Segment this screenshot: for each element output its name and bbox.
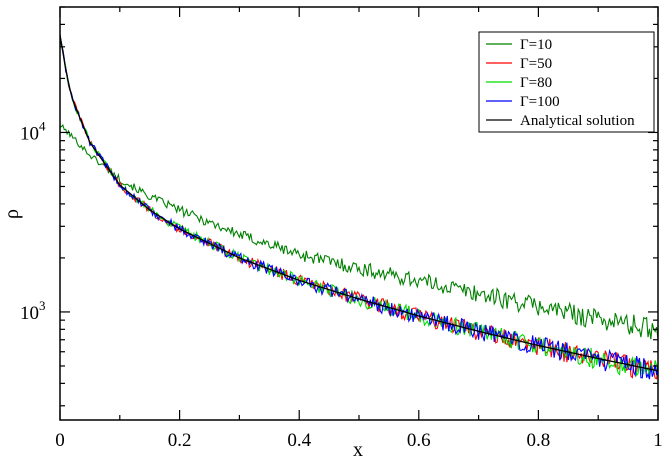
legend: Γ=10 Γ=50 Γ=80 Γ=100 Analytical solution xyxy=(478,31,655,133)
x-tick-label: 0.6 xyxy=(407,430,431,451)
series-line-1 xyxy=(60,124,658,340)
legend-label-1: Γ=10 xyxy=(520,37,552,53)
series-line-2 xyxy=(60,33,658,380)
legend-label-3: Γ=80 xyxy=(520,75,552,91)
x-tick-label: 0.8 xyxy=(527,430,551,451)
y-tick-base: 10 xyxy=(20,303,39,324)
x-tick-label: 0.4 xyxy=(287,430,311,451)
x-tick-label: 0 xyxy=(55,430,65,451)
x-tick-labels: 0 0.2 0.4 0.6 0.8 1 xyxy=(55,430,663,451)
legend-label-4: Γ=100 xyxy=(520,94,560,110)
y-tick-base: 10 xyxy=(20,123,39,144)
series-line-5 xyxy=(60,34,658,372)
y-axis-title: ρ xyxy=(1,209,23,219)
tick-marks xyxy=(59,6,659,420)
y-tick-label: 104 xyxy=(20,118,46,144)
x-axis-title: x xyxy=(353,439,363,460)
x-tick-label: 1 xyxy=(653,430,663,451)
y-tick-label: 103 xyxy=(20,298,46,324)
legend-label-2: Γ=50 xyxy=(520,56,552,72)
y-tick-exponent: 3 xyxy=(39,298,46,313)
y-tick-exponent: 4 xyxy=(39,118,46,133)
series-layer xyxy=(60,33,658,380)
x-tick-label: 0.2 xyxy=(168,430,192,451)
legend-label-5: Analytical solution xyxy=(520,113,635,129)
